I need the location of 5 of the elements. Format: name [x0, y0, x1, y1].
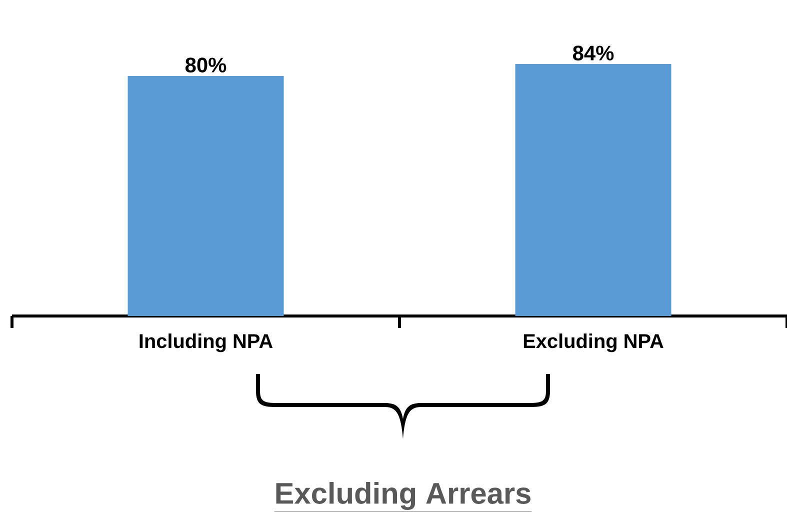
x-tick-label: Including NPA: [140, 334, 273, 352]
data-label: 84%: [572, 46, 614, 60]
data-label: 80%: [185, 58, 226, 72]
text: Excluding Arrears: [276, 482, 530, 510]
x-tick-label: Excluding NPA: [524, 334, 664, 352]
